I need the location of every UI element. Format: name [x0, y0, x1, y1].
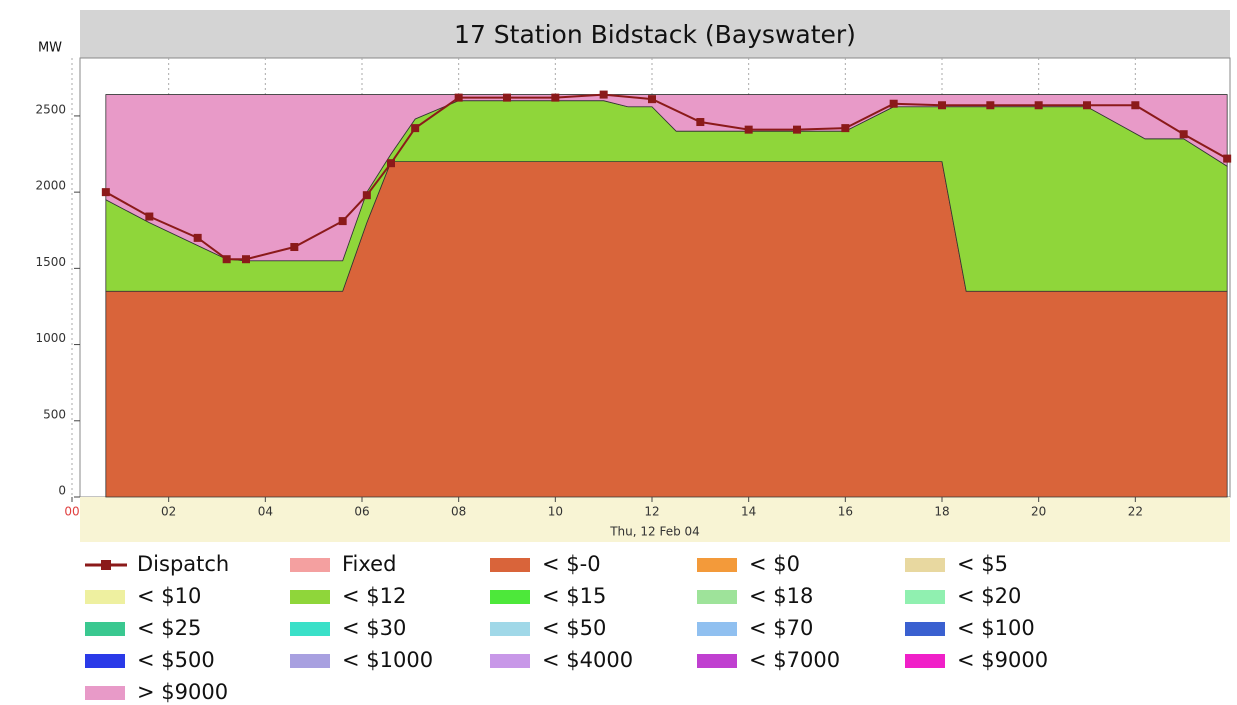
legend-swatch	[490, 654, 530, 668]
legend-swatch	[85, 654, 125, 668]
legend-swatch	[697, 622, 737, 636]
legend-label: > $9000	[137, 680, 228, 704]
legend-swatch	[490, 558, 530, 572]
lines	[101, 90, 1232, 264]
dispatch-marker	[551, 93, 560, 102]
legend-label: < $18	[749, 584, 813, 608]
x-tick-label: 00	[64, 505, 79, 519]
legend-swatch	[697, 590, 737, 604]
legend-label: < $5	[957, 552, 1008, 576]
legend-swatch	[697, 654, 737, 668]
x-tick-label: 20	[1031, 505, 1046, 519]
legend-swatch	[290, 654, 330, 668]
y-axis-label: MW	[38, 41, 62, 56]
dispatch-marker	[986, 101, 995, 110]
legend-label: < $15	[542, 584, 606, 608]
areas	[105, 94, 1228, 498]
legend-label: Dispatch	[137, 552, 229, 576]
legend-label: < $10	[137, 584, 201, 608]
y-tick-label: 0	[58, 484, 66, 498]
dispatch-marker	[1179, 130, 1188, 139]
legend-label: < $50	[542, 616, 606, 640]
legend-label: < $500	[137, 648, 215, 672]
legend-label: < $9000	[957, 648, 1048, 672]
dispatch-marker	[841, 124, 850, 133]
legend-label: < $70	[749, 616, 813, 640]
legend-label: < $20	[957, 584, 1021, 608]
dispatch-marker	[338, 217, 347, 226]
legend-label: < $-0	[542, 552, 601, 576]
axes: 0 500 1000 1500 2000 2500 00 02 04 06 08 10 12 14 16 18…	[35, 102, 1143, 518]
x-tick-label: 12	[644, 505, 659, 519]
y-tick-label: 2500	[35, 102, 66, 116]
dispatch-marker	[696, 118, 705, 127]
legend-label: < $30	[342, 616, 406, 640]
dispatch-marker	[599, 90, 608, 99]
x-axis-label: Thu, 12 Feb 04	[609, 525, 700, 539]
legend-swatch	[905, 590, 945, 604]
legend-swatch	[905, 558, 945, 572]
y-tick-label: 500	[43, 407, 66, 421]
legend: Dispatch Fixed < $-0 < $0 < $5 < $10 < $12 < $1…	[85, 552, 1048, 704]
x-tick-label: 16	[838, 505, 853, 519]
dispatch-marker	[889, 99, 898, 108]
x-tick-label: 08	[451, 505, 466, 519]
x-axis-strip	[80, 497, 1230, 542]
legend-swatch	[490, 622, 530, 636]
legend-label: < $1000	[342, 648, 433, 672]
dispatch-marker	[222, 255, 231, 264]
area	[105, 94, 1228, 262]
dispatch-marker	[938, 101, 946, 110]
y-tick-label: 1500	[35, 255, 66, 269]
legend-label: < $4000	[542, 648, 633, 672]
dispatch-marker	[411, 124, 420, 133]
legend-swatch	[290, 590, 330, 604]
y-tick-label: 1000	[35, 331, 66, 345]
legend-label: < $7000	[749, 648, 840, 672]
title-bar	[80, 10, 1230, 58]
dispatch-marker	[387, 159, 395, 168]
legend-swatch	[290, 558, 330, 572]
dispatch-marker	[793, 125, 801, 134]
dispatch-marker	[648, 95, 656, 104]
chart-title: 17 Station Bidstack (Bayswater)	[454, 20, 856, 49]
x-tick-label: 10	[548, 505, 563, 519]
legend-marker	[101, 560, 111, 570]
dispatch-marker	[1223, 154, 1232, 163]
legend-swatch	[490, 590, 530, 604]
dispatch-marker	[290, 243, 299, 252]
x-tick-label: 04	[258, 505, 273, 519]
legend-swatch	[905, 622, 945, 636]
dispatch-marker	[242, 255, 250, 264]
x-tick-label: 18	[934, 505, 949, 519]
legend-label: < $100	[957, 616, 1035, 640]
dispatch-marker	[503, 93, 511, 102]
legend-label: < $0	[749, 552, 800, 576]
dispatch-marker	[1083, 101, 1091, 110]
dispatch-marker	[454, 93, 463, 102]
dispatch-marker	[193, 233, 202, 242]
x-tick-label: 06	[354, 505, 369, 519]
x-tick-label: 14	[741, 505, 756, 519]
dispatch-marker	[362, 191, 371, 200]
legend-label: < $12	[342, 584, 406, 608]
dispatch-marker	[744, 125, 753, 134]
legend-swatch	[85, 590, 125, 604]
dispatch-marker	[145, 212, 154, 221]
legend-label: Fixed	[342, 552, 396, 576]
dispatch-marker	[101, 188, 110, 197]
legend-swatch	[697, 558, 737, 572]
x-tick-label: 22	[1128, 505, 1143, 519]
legend-swatch	[290, 622, 330, 636]
dispatch-marker	[1034, 101, 1043, 110]
legend-swatch	[905, 654, 945, 668]
legend-swatch	[85, 686, 125, 700]
x-tick-label: 02	[161, 505, 176, 519]
legend-swatch	[85, 622, 125, 636]
dispatch-marker	[1131, 101, 1140, 110]
y-tick-label: 2000	[35, 179, 66, 193]
legend-label: < $25	[137, 616, 201, 640]
